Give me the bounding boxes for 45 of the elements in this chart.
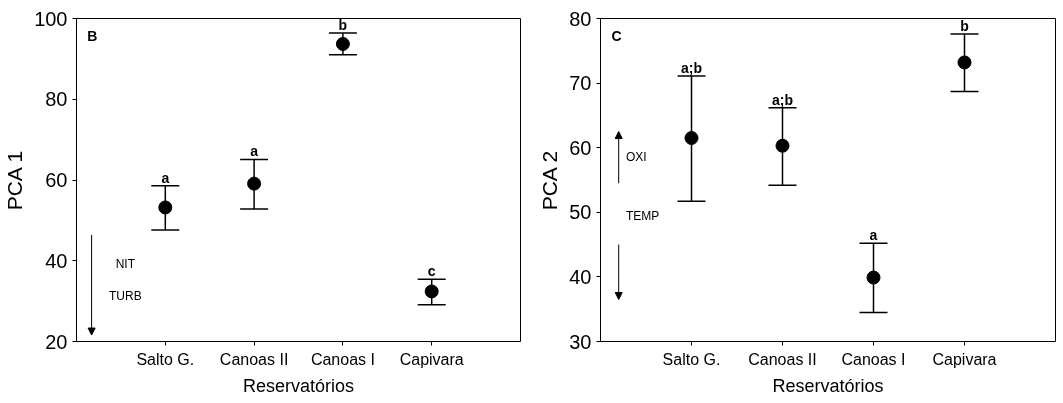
x-tick-label: Salto G. (136, 350, 195, 368)
x-tick-label: Salto G. (662, 350, 721, 368)
y-axis-title: PCA 1 (3, 150, 27, 211)
annotation: OXI (625, 150, 647, 165)
point (775, 138, 790, 153)
y-tick-label: 80 (569, 7, 592, 30)
y-axis-title: PCA 2 (538, 150, 562, 211)
point (866, 270, 881, 285)
y-tick-label: 80 (45, 88, 68, 111)
x-tick-label: Canoas I (310, 350, 375, 368)
x-tick-label: Capivara (932, 350, 997, 368)
y-tick-label: 100 (34, 7, 68, 30)
annotation: NIT (115, 256, 136, 271)
point (424, 284, 439, 299)
y-tick-label: 40 (569, 265, 592, 288)
y-tick-label: 40 (45, 249, 68, 272)
annotation: TURB (109, 289, 142, 304)
annotation: a;b (772, 91, 793, 108)
y-tick-label: 60 (45, 169, 68, 191)
point (247, 176, 262, 191)
annotation: TEMP (625, 208, 660, 223)
annotation: B (87, 28, 98, 45)
x-tick-label: Canoas II (748, 350, 817, 368)
annotation: b (338, 17, 348, 34)
y-tick-label: 50 (569, 201, 592, 224)
annotation: b (960, 18, 969, 34)
annotation: a (250, 143, 259, 160)
y-tick-label: 30 (569, 330, 592, 353)
annotation: C (611, 28, 622, 45)
point (158, 200, 173, 215)
x-tick-label: Capivara (399, 350, 464, 368)
annotation: c (427, 263, 436, 280)
point (957, 55, 972, 70)
x-tick-label: Canoas I (841, 350, 906, 368)
x-axis-title: Reservatórios (242, 375, 355, 396)
annotation: a;b (681, 59, 702, 76)
annotation: a (161, 169, 170, 186)
annotation: a (869, 227, 878, 244)
point (335, 36, 350, 51)
y-tick-label: 20 (45, 330, 68, 353)
point (684, 131, 699, 145)
y-tick-label: 70 (569, 72, 592, 95)
x-axis-title: Reservatórios (772, 375, 884, 396)
y-tick-label: 60 (569, 136, 592, 159)
x-tick-label: Canoas II (219, 350, 289, 368)
